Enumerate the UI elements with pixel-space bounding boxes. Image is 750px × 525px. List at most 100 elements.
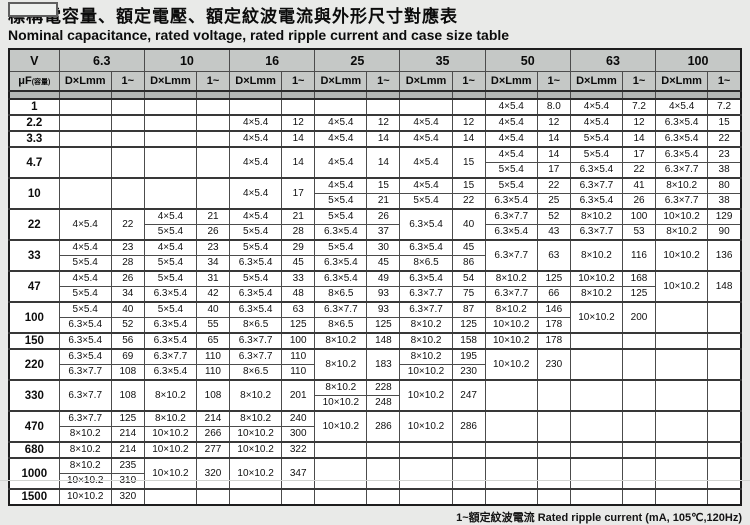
size-cell: 6.3×5.4 xyxy=(569,193,623,210)
cap-value: 1000 xyxy=(8,457,60,490)
header-voltage-50: 50 xyxy=(484,48,571,72)
ripple-cell: 230 xyxy=(451,364,486,381)
separator-cell xyxy=(58,90,112,100)
size-cell: 6.3×5.4 xyxy=(484,224,538,241)
size-cell: 8×10.2 xyxy=(229,410,283,427)
ripple-cell: 158 xyxy=(451,332,486,350)
empty-size-cell xyxy=(655,301,709,334)
size-cell: 6.3×5.4 xyxy=(143,317,197,334)
size-cell: 8×10.2 xyxy=(58,441,112,459)
ripple-cell: 320 xyxy=(195,457,231,490)
size-cell: 10×10.2 xyxy=(484,332,538,350)
ripple-cell: 75 xyxy=(451,286,486,303)
size-cell: 8×10.2 xyxy=(229,379,283,412)
ripple-cell: 14 xyxy=(281,146,316,179)
size-cell: 6.3×5.4 xyxy=(399,270,453,287)
size-cell: 5×5.4 xyxy=(314,239,368,256)
header-ripple-label: 1~ xyxy=(621,71,657,92)
ripple-cell: 42 xyxy=(195,286,231,303)
empty-ripple-cell xyxy=(110,146,145,179)
ripple-cell: 12 xyxy=(621,114,657,132)
size-cell: 10×10.2 xyxy=(569,301,623,334)
empty-ripple-cell xyxy=(281,98,316,116)
empty-ripple-cell xyxy=(707,457,742,490)
empty-size-cell xyxy=(655,488,709,506)
ripple-cell: 26 xyxy=(195,224,231,241)
empty-ripple-cell xyxy=(110,130,145,148)
ripple-cell: 200 xyxy=(621,301,657,334)
empty-ripple-cell xyxy=(536,457,571,490)
size-cell: 4×5.4 xyxy=(229,130,283,148)
header-ripple-label: 1~ xyxy=(281,71,316,92)
size-cell: 8×10.2 xyxy=(399,332,453,350)
size-cell: 6.3×5.4 xyxy=(229,255,283,272)
table-subrow-470: 8×10.2 214 10×10.2 266 10×10.2 300 xyxy=(9,426,741,443)
empty-ripple-cell xyxy=(451,441,486,459)
ripple-cell: 14 xyxy=(536,130,571,148)
size-cell: 6.3×7.7 xyxy=(229,332,283,350)
size-cell: 6.3×5.4 xyxy=(314,224,368,241)
size-cell: 5×5.4 xyxy=(314,208,368,225)
size-cell: 6.3×7.7 xyxy=(58,379,112,412)
separator-cell xyxy=(621,90,657,100)
empty-ripple-cell xyxy=(621,332,657,350)
size-cell: 6.3×5.4 xyxy=(229,286,283,303)
header-dxl-label: D×Lmm xyxy=(314,71,368,92)
size-cell: 10×10.2 xyxy=(484,317,538,334)
ripple-cell: 22 xyxy=(536,177,571,194)
size-cell: 4×5.4 xyxy=(569,114,623,132)
empty-ripple-cell xyxy=(621,441,657,459)
table-subrow-330: 10×10.2 248 xyxy=(9,395,741,412)
ripple-cell: 93 xyxy=(366,301,401,318)
size-cell: 4×5.4 xyxy=(314,177,368,194)
ripple-cell: 40 xyxy=(451,208,486,241)
size-cell: 6.3×7.7 xyxy=(484,239,538,272)
ripple-cell: 31 xyxy=(195,270,231,287)
header-ripple-label: 1~ xyxy=(366,71,401,92)
ripple-cell: 21 xyxy=(366,193,401,210)
ripple-cell: 247 xyxy=(451,379,486,412)
size-cell: 8×10.2 xyxy=(655,224,709,241)
separator-cell xyxy=(8,90,60,100)
ripple-cell: 125 xyxy=(281,317,316,334)
ripple-cell: 26 xyxy=(621,193,657,210)
table-row-3.3: 3.3 4×5.4 14 4×5.4 14 4×5.4 14 4×5.4 14 5×5.4 14 6.… xyxy=(8,130,742,148)
empty-ripple-cell xyxy=(366,441,401,459)
ripple-cell: 195 xyxy=(451,348,486,365)
ripple-cell: 108 xyxy=(110,379,145,412)
separator-cell xyxy=(314,90,368,100)
empty-size-cell xyxy=(655,441,709,459)
ripple-cell: 108 xyxy=(110,364,145,381)
header-row-units: μF(容量) D×Lmm 1~ D×Lmm 1~ D×Lmm 1~ D×Lmm 1~ D×Lmm 1… xyxy=(8,71,742,92)
capacitance-spec-table: V 6.3 10 16 25 35 50 63 100 μF(容量) D×Lmm 1~ D×Lmm 1~ D… xyxy=(8,48,742,506)
cap-value: 680 xyxy=(8,441,60,459)
size-cell: 8×10.2 xyxy=(484,301,538,318)
empty-ripple-cell xyxy=(536,379,571,412)
size-cell: 6.3×5.4 xyxy=(58,332,112,350)
ripple-cell: 23 xyxy=(707,146,742,163)
ripple-cell: 248 xyxy=(366,395,401,412)
header-dxl-label: D×Lmm xyxy=(569,71,623,92)
table-row-330: 330 6.3×7.7 108 8×10.2 108 8×10.2 201 8×10.2 228… xyxy=(8,379,742,412)
ripple-cell: 34 xyxy=(195,255,231,272)
size-cell: 6.3×7.7 xyxy=(229,348,283,365)
header-uf-label: μF(容量) xyxy=(8,71,60,92)
separator-cell xyxy=(281,90,316,100)
ripple-cell: 66 xyxy=(536,286,571,303)
empty-ripple-cell xyxy=(536,410,571,443)
empty-size-cell xyxy=(143,146,197,179)
ripple-current-footnote: 1~額定紋波電流 Rated ripple current (mA, 105℃,… xyxy=(456,512,742,524)
size-cell: 6.3×5.4 xyxy=(229,301,283,318)
ripple-cell: 37 xyxy=(366,224,401,241)
empty-size-cell xyxy=(569,332,623,350)
header-voltage-63: 63 xyxy=(569,48,657,72)
separator-cell xyxy=(366,90,401,100)
empty-ripple-cell xyxy=(451,488,486,506)
size-cell: 6.3×5.4 xyxy=(655,130,709,148)
header-voltage-16: 16 xyxy=(229,48,316,72)
ripple-cell: 23 xyxy=(110,239,145,256)
empty-size-cell xyxy=(229,98,283,116)
header-voltage-100: 100 xyxy=(655,48,742,72)
ripple-cell: 214 xyxy=(195,410,231,427)
ripple-cell: 52 xyxy=(536,208,571,225)
